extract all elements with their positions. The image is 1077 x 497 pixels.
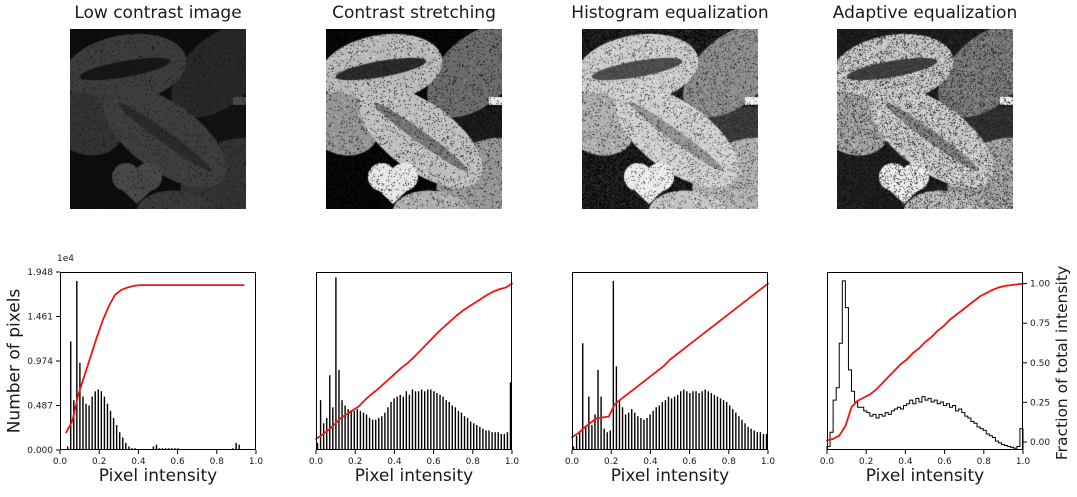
histogram-bars [66,280,240,450]
y-axis-right-ticks: 0.00 0.25 0.50 0.75 1.00 [1023,280,1050,448]
x-tick-label: 0.2 [92,457,106,467]
x-tick-label: 1.0 [249,457,264,467]
y-axis-label-left-wrap: Number of pixels [0,272,28,450]
y-axis-label-right-wrap: Fraction of total intensity [1048,235,1077,491]
image-low-contrast [70,29,246,209]
axes-spines [827,272,1023,450]
histogram-chart-adaptive-equalization: 0.0 0.2 0.4 0.6 0.8 1.0 0.00 0.25 0.50 0.75 1.00 [820,272,1050,467]
panel-title-contrast-stretching: Contrast stretching [332,3,496,23]
cdf-line [571,282,769,439]
panel-title-low-contrast: Low contrast image [74,3,242,23]
axes-spines [316,272,512,450]
x-tick-label: 0.4 [898,457,913,467]
histogram-chart-histogram-equalization: 0.0 0.2 0.4 0.6 0.8 1.0 [565,272,775,467]
x-tick-label: 0.8 [722,457,737,467]
histogram-chart-low-contrast: 0.0 0.2 0.4 0.6 0.8 1.0 0.000 0.487 0.974 1.461 1.… [27,268,263,467]
x-tick-label: 0.6 [426,457,441,467]
x-tick-label: 0.8 [977,457,992,467]
y-tick-label: 0.00 [1030,438,1050,448]
cdf-line [826,282,1024,442]
y-axis-left-ticks: 0.000 0.487 0.974 1.461 1.948 [27,268,60,456]
histogram-bars [316,277,512,450]
y-tick-label: 0.75 [1030,319,1050,329]
x-axis-ticks: 0.0 0.2 0.4 0.6 0.8 1.0 [820,450,1031,467]
x-tick-label: 0.2 [604,457,618,467]
y-tick-label: 0.974 [27,357,53,367]
axes-spines [60,272,256,450]
image-histogram-equalization [582,29,758,209]
y-tick-label: 0.000 [27,446,53,456]
histogram-chart-contrast-stretching: 0.0 0.2 0.4 0.6 0.8 1.0 [309,272,519,467]
axes-spines [572,272,768,450]
panel-title-adaptive-equalization: Adaptive equalization [832,3,1018,23]
x-axis-ticks: 0.0 0.2 0.4 0.6 0.8 1.0 [565,450,776,467]
x-axis-label-4: Pixel intensity [865,466,985,486]
x-axis-label-2: Pixel intensity [354,466,474,486]
x-tick-label: 1.0 [761,457,776,467]
x-tick-label: 0.4 [643,457,658,467]
x-tick-label: 0.0 [565,457,580,467]
image-contrast-stretching [326,29,502,209]
x-tick-label: 0.6 [170,457,185,467]
y-tick-label: 0.50 [1030,359,1050,369]
x-axis-label-1: Pixel intensity [98,466,218,486]
y-tick-label: 1.948 [27,268,53,278]
x-tick-label: 0.2 [859,457,873,467]
x-tick-label: 0.4 [387,457,402,467]
y-tick-label: 0.25 [1030,398,1050,408]
x-axis-label-3: Pixel intensity [610,466,730,486]
x-tick-label: 0.0 [820,457,835,467]
x-tick-label: 1.0 [505,457,520,467]
histogram-plot: 0.0 0.2 0.4 0.6 0.8 1.0 [309,272,519,467]
x-tick-label: 0.0 [53,457,68,467]
cdf-line [65,284,245,434]
x-tick-label: 1.0 [1016,457,1031,467]
histogram-plot: 0.0 0.2 0.4 0.6 0.8 1.0 [565,272,775,467]
x-tick-label: 0.4 [131,457,146,467]
x-tick-label: 0.6 [937,457,952,467]
y-tick-label: 1.00 [1030,280,1050,290]
cdf-line [315,282,513,440]
x-tick-label: 0.8 [210,457,225,467]
image-adaptive-equalization [837,29,1013,209]
histogram-plot: 0.0 0.2 0.4 0.6 0.8 1.0 0.000 0.487 0.974 1.461 1.… [27,268,263,467]
y-axis-label-right: Fraction of total intensity [1053,265,1072,461]
histogram-steps [826,280,1024,450]
x-axis-ticks: 0.0 0.2 0.4 0.6 0.8 1.0 [53,450,264,467]
histogram-plot: 0.0 0.2 0.4 0.6 0.8 1.0 0.00 0.25 0.50 0.75 1.00 [820,272,1050,467]
x-tick-label: 0.2 [348,457,362,467]
y-axis-label-left: Number of pixels [4,288,25,434]
y-axis-offset-label: 1e4 [57,254,74,264]
x-axis-ticks: 0.0 0.2 0.4 0.6 0.8 1.0 [309,450,520,467]
x-tick-label: 0.8 [466,457,481,467]
y-tick-label: 0.487 [27,402,53,412]
x-tick-label: 0.6 [682,457,697,467]
y-tick-label: 1.461 [27,313,53,323]
x-tick-label: 0.0 [309,457,324,467]
panel-title-histogram-equalization: Histogram equalization [571,3,769,23]
